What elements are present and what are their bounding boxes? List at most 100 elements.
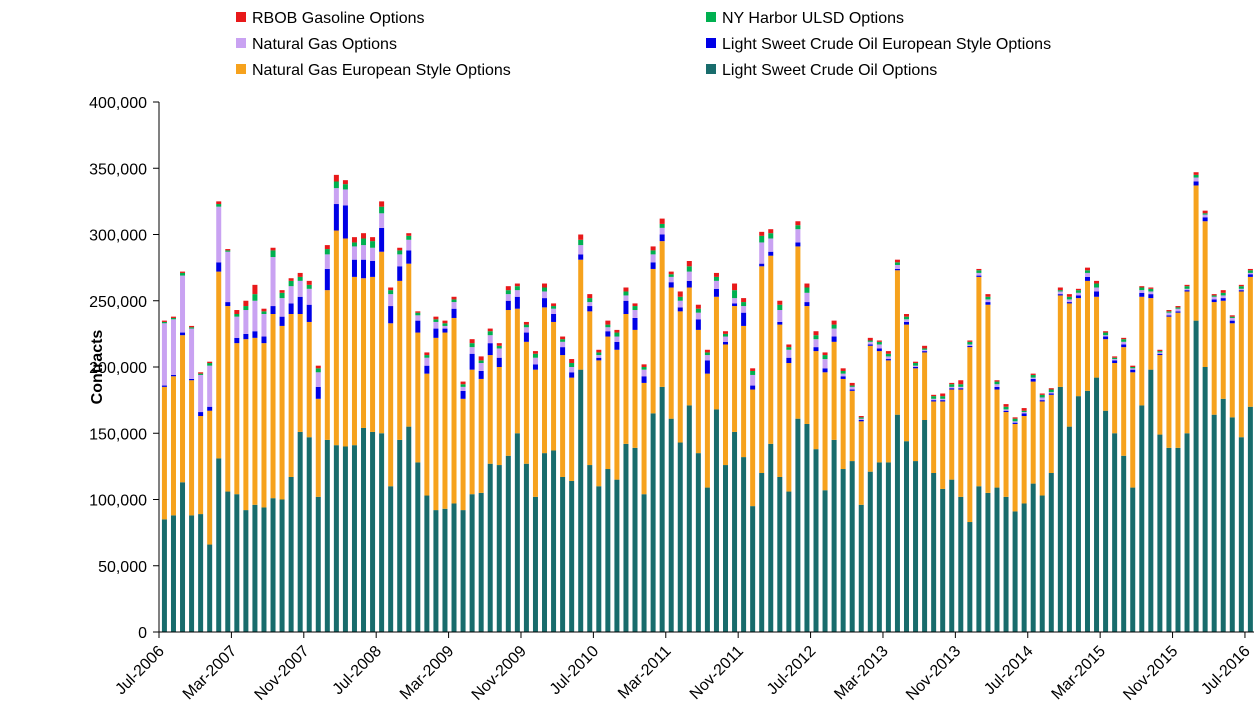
- bar-segment: [650, 254, 656, 263]
- bar-segment: [279, 325, 285, 500]
- bar-segment: [786, 357, 792, 364]
- bar-segment: [1139, 296, 1145, 406]
- bar-segment: [768, 443, 774, 632]
- bar-segment: [351, 445, 357, 632]
- bar-segment: [361, 259, 367, 279]
- bar-segment: [949, 384, 955, 387]
- bar-segment: [858, 416, 864, 418]
- bar-segment: [234, 494, 240, 632]
- x-tick-label: Jul-2008: [330, 643, 385, 698]
- bar-segment: [342, 238, 348, 447]
- bar-segment: [1247, 406, 1253, 632]
- bar-segment: [1175, 311, 1181, 313]
- bar-segment: [578, 254, 584, 260]
- y-tick-label: 400,000: [89, 95, 147, 112]
- bar-segment: [885, 356, 891, 360]
- x-tick-label: Jul-2014: [981, 643, 1036, 698]
- bar-segment: [650, 246, 656, 251]
- x-tick-label: Mar-2013: [831, 643, 892, 704]
- bar-segment: [1139, 405, 1145, 632]
- bar-segment: [234, 316, 240, 338]
- bar-segment: [379, 201, 385, 207]
- bar-segment: [867, 337, 873, 341]
- bar-segment: [894, 259, 900, 263]
- bar-segment: [324, 290, 330, 440]
- legend-label: Natural Gas European Style Options: [252, 62, 511, 79]
- bar-segment: [180, 335, 186, 483]
- bar-segment: [1130, 487, 1136, 632]
- bar-segment: [469, 494, 475, 632]
- bar-segment: [189, 328, 195, 379]
- bar-segment: [994, 386, 1000, 390]
- bar-segment: [216, 458, 222, 632]
- bar-segment: [967, 340, 973, 342]
- bar-segment: [361, 233, 367, 239]
- bar-segment: [180, 482, 186, 632]
- bar-segment: [876, 462, 882, 632]
- bar-segment: [759, 242, 765, 264]
- bar-segment: [551, 321, 557, 451]
- bar-segment: [1057, 295, 1063, 387]
- bar-segment: [695, 304, 701, 309]
- bar-segment: [596, 360, 602, 487]
- bar-segment: [189, 325, 195, 328]
- bar-segment: [985, 299, 991, 303]
- bar-segment: [614, 336, 620, 342]
- bar-segment: [1103, 331, 1109, 333]
- bar-segment: [1166, 311, 1172, 313]
- bar-segment: [894, 268, 900, 271]
- bar-segment: [1094, 296, 1100, 378]
- bar-segment: [261, 314, 267, 337]
- bar-segment: [632, 317, 638, 330]
- bar-segment: [1193, 181, 1199, 186]
- bar-segment: [1112, 433, 1118, 632]
- bar-segment: [569, 367, 575, 373]
- bar-segment: [713, 409, 719, 632]
- bar-segment: [632, 329, 638, 448]
- bar-segment: [315, 398, 321, 497]
- bar-segment: [478, 378, 484, 493]
- bar-segment: [442, 323, 448, 326]
- bar-segment: [894, 414, 900, 632]
- bar-segment: [1193, 177, 1199, 182]
- y-tick-label: 50,000: [98, 559, 147, 576]
- bar-segment: [243, 306, 249, 311]
- bar-segment: [1220, 290, 1226, 293]
- bar-segment: [1048, 394, 1054, 473]
- bar-segment: [949, 388, 955, 390]
- bar-segment: [496, 465, 502, 632]
- bar-segment: [967, 344, 973, 346]
- bar-segment: [161, 385, 167, 387]
- bar-segment: [614, 479, 620, 632]
- bar-segment: [813, 335, 819, 340]
- bar-segment: [216, 201, 222, 205]
- bar-segment: [1103, 339, 1109, 411]
- bar-segment: [261, 308, 267, 312]
- bar-segment: [804, 306, 810, 424]
- bar-segment: [1112, 359, 1118, 361]
- bar-segment: [397, 247, 403, 251]
- bar-segment: [315, 386, 321, 399]
- bar-segment: [460, 384, 466, 387]
- legend-label: NY Harbor ULSD Options: [722, 10, 904, 27]
- bar-segment: [1211, 295, 1217, 297]
- bar-segment: [795, 221, 801, 226]
- bar-segment: [704, 487, 710, 632]
- bar-segment: [288, 303, 294, 314]
- bar-segment: [569, 372, 575, 378]
- bar-segment: [1112, 360, 1118, 364]
- bar-segment: [641, 367, 647, 370]
- bar-segment: [867, 344, 873, 346]
- bar-segment: [379, 213, 385, 228]
- bar-segment: [560, 339, 566, 342]
- bar-segment: [741, 302, 747, 307]
- bar-segment: [822, 372, 828, 491]
- bar-segment: [704, 360, 710, 374]
- bar-segment: [333, 445, 339, 632]
- bar-segment: [668, 271, 674, 275]
- bar-segment: [949, 479, 955, 632]
- bar-segment: [496, 367, 502, 466]
- bar-segment: [551, 303, 557, 307]
- bar-segment: [198, 372, 204, 374]
- bar-segment: [532, 351, 538, 354]
